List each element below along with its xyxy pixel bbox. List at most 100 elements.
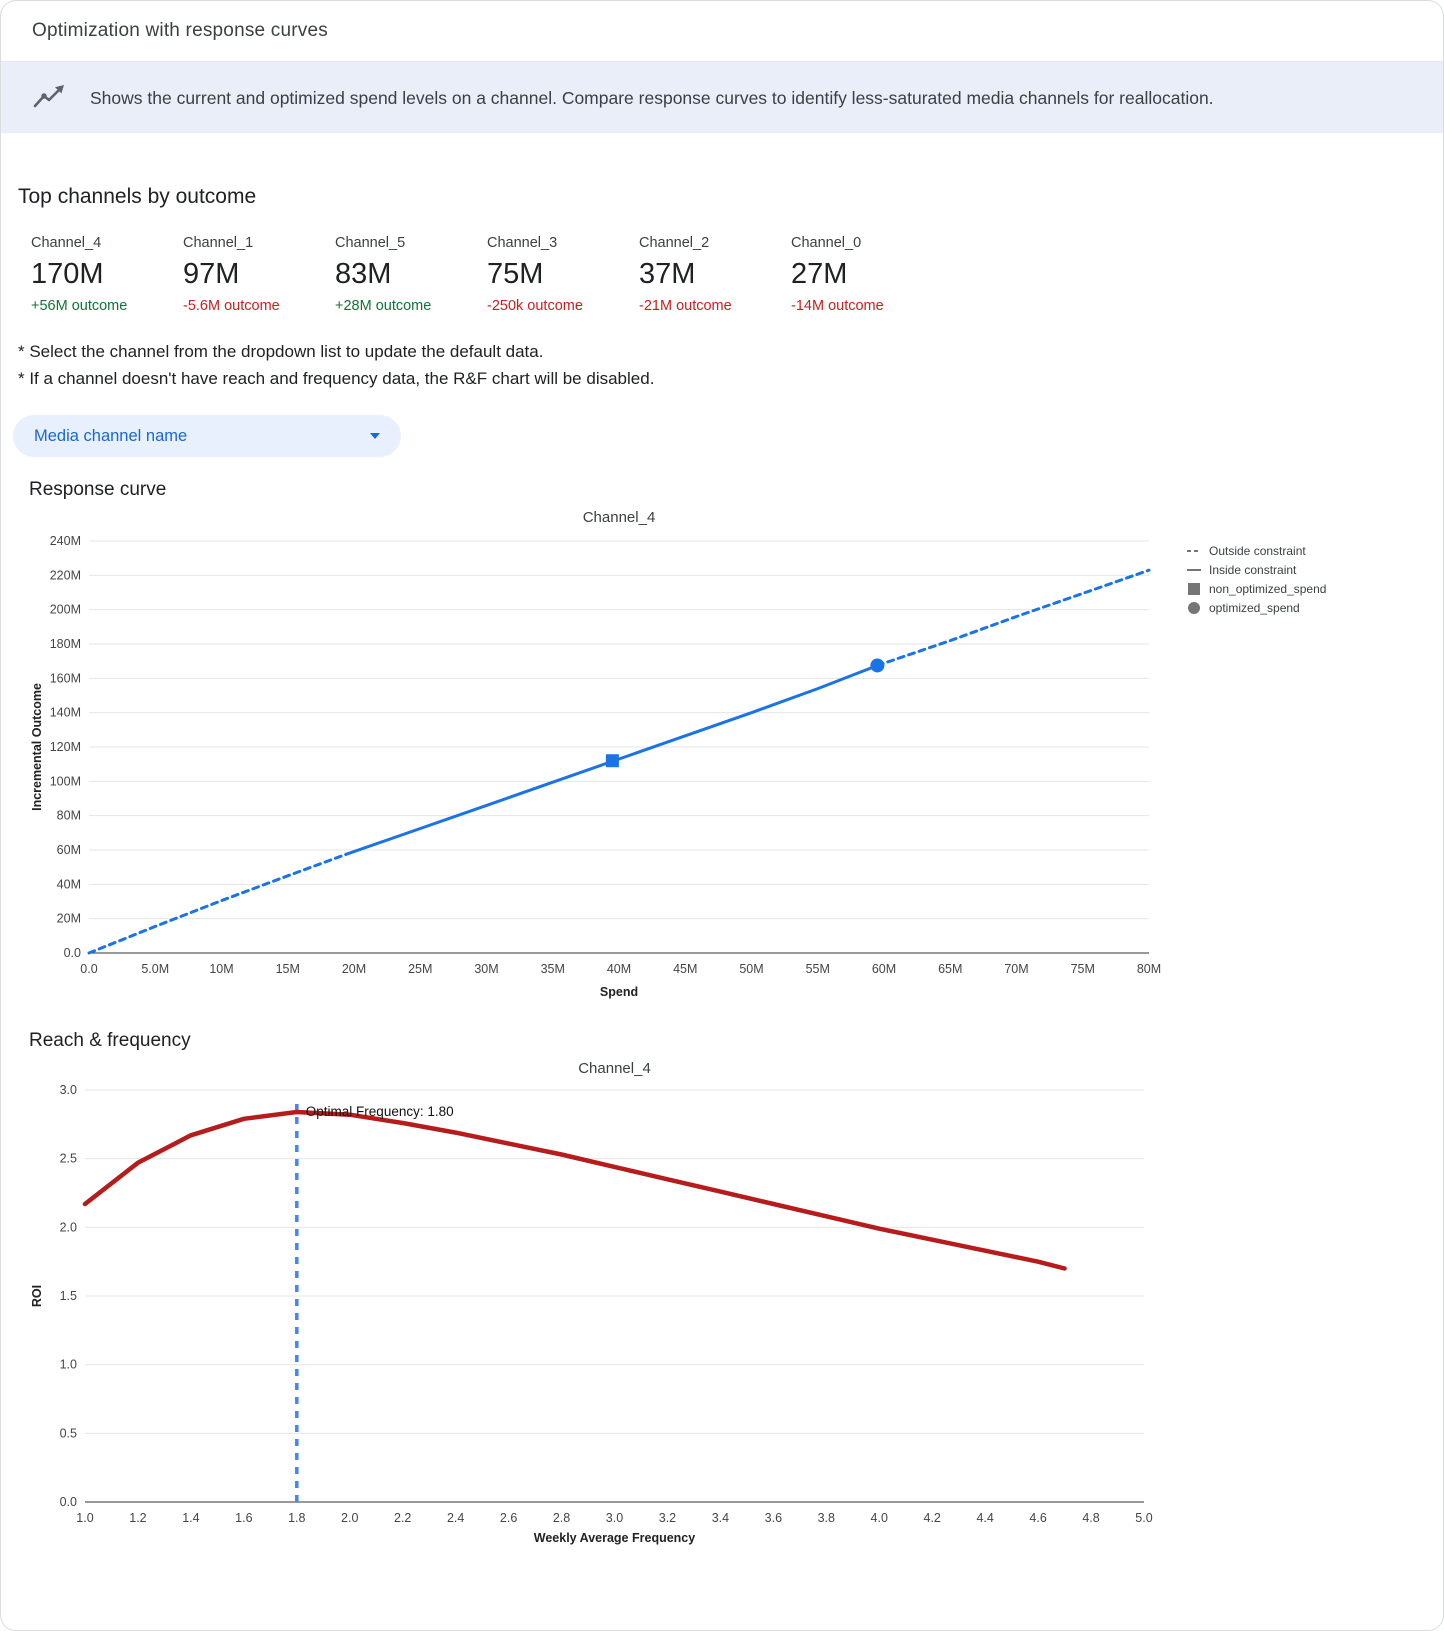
response-curve-chart: 0.0 20M 40M 60M 80M 100M 120M 140M 160M 180M 200M 2… bbox=[30, 509, 1326, 999]
info-banner: Shows the current and optimized spend le… bbox=[1, 62, 1443, 133]
svg-text:160M: 160M bbox=[50, 671, 81, 685]
page-title: Optimization with response curves bbox=[32, 20, 328, 41]
svg-text:20M: 20M bbox=[57, 912, 81, 926]
svg-text:100M: 100M bbox=[50, 774, 81, 788]
channel-value: 170M bbox=[31, 258, 104, 290]
svg-text:45M: 45M bbox=[673, 962, 697, 976]
titlebar: Optimization with response curves bbox=[1, 1, 1443, 62]
top-channels-heading: Top channels by outcome bbox=[18, 185, 257, 208]
channel-value: 83M bbox=[335, 258, 392, 290]
svg-text:80M: 80M bbox=[1137, 962, 1161, 976]
svg-text:1.0: 1.0 bbox=[76, 1511, 93, 1525]
svg-text:Incremental Outcome: Incremental Outcome bbox=[30, 683, 44, 811]
svg-text:0.0: 0.0 bbox=[80, 962, 97, 976]
svg-text:Spend: Spend bbox=[600, 985, 638, 999]
svg-text:50M: 50M bbox=[739, 962, 763, 976]
svg-text:4.6: 4.6 bbox=[1029, 1511, 1046, 1525]
svg-text:4.4: 4.4 bbox=[976, 1511, 993, 1525]
svg-text:2.0: 2.0 bbox=[60, 1220, 77, 1234]
channel-delta: -21M outcome bbox=[639, 298, 732, 314]
svg-text:1.6: 1.6 bbox=[235, 1511, 252, 1525]
svg-text:2.0: 2.0 bbox=[341, 1511, 358, 1525]
svg-text:4.0: 4.0 bbox=[871, 1511, 888, 1525]
svg-text:4.2: 4.2 bbox=[924, 1511, 941, 1525]
svg-text:3.0: 3.0 bbox=[60, 1083, 77, 1097]
svg-text:25M: 25M bbox=[408, 962, 432, 976]
svg-text:3.8: 3.8 bbox=[818, 1511, 835, 1525]
svg-text:55M: 55M bbox=[806, 962, 830, 976]
svg-text:140M: 140M bbox=[50, 706, 81, 720]
main-content: Top channels by outcome Channel_4 170M +… bbox=[1, 185, 1443, 1584]
svg-text:Channel_4: Channel_4 bbox=[578, 1060, 651, 1077]
channel-delta: -250k outcome bbox=[487, 298, 583, 314]
chevron-down-icon bbox=[370, 433, 380, 439]
svg-text:10M: 10M bbox=[209, 962, 233, 976]
channel-delta: +56M outcome bbox=[31, 298, 128, 314]
svg-text:80M: 80M bbox=[57, 809, 81, 823]
media-channel-dropdown-value: Media channel name bbox=[34, 426, 188, 445]
response-curve-heading: Response curve bbox=[29, 479, 167, 500]
svg-text:5.0: 5.0 bbox=[1135, 1511, 1152, 1525]
channel-name: Channel_3 bbox=[487, 235, 558, 251]
svg-text:180M: 180M bbox=[50, 637, 81, 651]
note-line-1: * Select the channel from the dropdown l… bbox=[18, 342, 544, 361]
channel-card: Channel_5 83M +28M outcome bbox=[335, 235, 487, 314]
svg-text:Optimal Frequency: 1.80: Optimal Frequency: 1.80 bbox=[306, 1104, 454, 1119]
svg-text:3.2: 3.2 bbox=[659, 1511, 676, 1525]
svg-text:65M: 65M bbox=[938, 962, 962, 976]
channel-card: Channel_4 170M +56M outcome bbox=[31, 235, 183, 314]
svg-text:220M: 220M bbox=[50, 568, 81, 582]
channel-name: Channel_5 bbox=[335, 235, 406, 251]
svg-text:2.4: 2.4 bbox=[447, 1511, 464, 1525]
svg-text:Weekly Average Frequency: Weekly Average Frequency bbox=[534, 1531, 695, 1545]
svg-text:2.2: 2.2 bbox=[394, 1511, 411, 1525]
svg-text:0.5: 0.5 bbox=[60, 1426, 77, 1440]
svg-text:75M: 75M bbox=[1071, 962, 1095, 976]
channel-value: 75M bbox=[487, 258, 544, 290]
svg-text:20M: 20M bbox=[342, 962, 366, 976]
channel-delta: -5.6M outcome bbox=[183, 298, 280, 314]
channel-value: 37M bbox=[639, 258, 696, 290]
banner-text: Shows the current and optimized spend le… bbox=[90, 87, 1214, 108]
channel-name: Channel_0 bbox=[791, 235, 862, 251]
svg-text:40M: 40M bbox=[607, 962, 631, 976]
svg-text:2.8: 2.8 bbox=[553, 1511, 570, 1525]
svg-text:Channel_4: Channel_4 bbox=[583, 509, 656, 526]
svg-text:5.0M: 5.0M bbox=[141, 962, 169, 976]
svg-text:1.2: 1.2 bbox=[129, 1511, 146, 1525]
svg-text:Inside constraint: Inside constraint bbox=[1209, 563, 1297, 577]
channel-name: Channel_4 bbox=[31, 235, 102, 251]
svg-text:1.4: 1.4 bbox=[182, 1511, 199, 1525]
trend-line-icon bbox=[32, 84, 68, 111]
reach-frequency-heading: Reach & frequency bbox=[29, 1030, 191, 1051]
channel-card: Channel_3 75M -250k outcome bbox=[487, 235, 639, 314]
channel-card: Channel_2 37M -21M outcome bbox=[639, 235, 791, 314]
top-channels-row: Channel_4 170M +56M outcome Channel_1 97… bbox=[31, 235, 1427, 314]
svg-text:4.8: 4.8 bbox=[1082, 1511, 1099, 1525]
channel-delta: +28M outcome bbox=[335, 298, 432, 314]
svg-text:3.6: 3.6 bbox=[765, 1511, 782, 1525]
svg-text:ROI: ROI bbox=[30, 1285, 44, 1307]
media-channel-dropdown[interactable]: Media channel name bbox=[13, 415, 401, 457]
channel-card: Channel_0 27M -14M outcome bbox=[791, 235, 943, 314]
svg-text:120M: 120M bbox=[50, 740, 81, 754]
svg-text:2.6: 2.6 bbox=[500, 1511, 517, 1525]
svg-text:40M: 40M bbox=[57, 877, 81, 891]
svg-text:optimized_spend: optimized_spend bbox=[1209, 601, 1300, 615]
svg-text:non_optimized_spend: non_optimized_spend bbox=[1209, 582, 1326, 596]
notes: * Select the channel from the dropdown l… bbox=[17, 340, 1427, 391]
svg-text:15M: 15M bbox=[276, 962, 300, 976]
svg-text:200M: 200M bbox=[50, 603, 81, 617]
reach-frequency-chart: 0.0 0.5 1.0 1.5 2.0 2.5 3.0 1.0 1.2 1.4 1.6 1.8 2.0 2… bbox=[30, 1060, 1153, 1545]
channel-value: 97M bbox=[183, 258, 240, 290]
svg-text:240M: 240M bbox=[50, 534, 81, 548]
channel-card: Channel_1 97M -5.6M outcome bbox=[183, 235, 335, 314]
channel-name: Channel_2 bbox=[639, 235, 710, 251]
svg-text:3.0: 3.0 bbox=[606, 1511, 623, 1525]
svg-text:60M: 60M bbox=[57, 843, 81, 857]
channel-name: Channel_1 bbox=[183, 235, 254, 251]
svg-text:Outside constraint: Outside constraint bbox=[1209, 544, 1306, 558]
svg-text:60M: 60M bbox=[872, 962, 896, 976]
svg-text:0.0: 0.0 bbox=[60, 1495, 77, 1509]
